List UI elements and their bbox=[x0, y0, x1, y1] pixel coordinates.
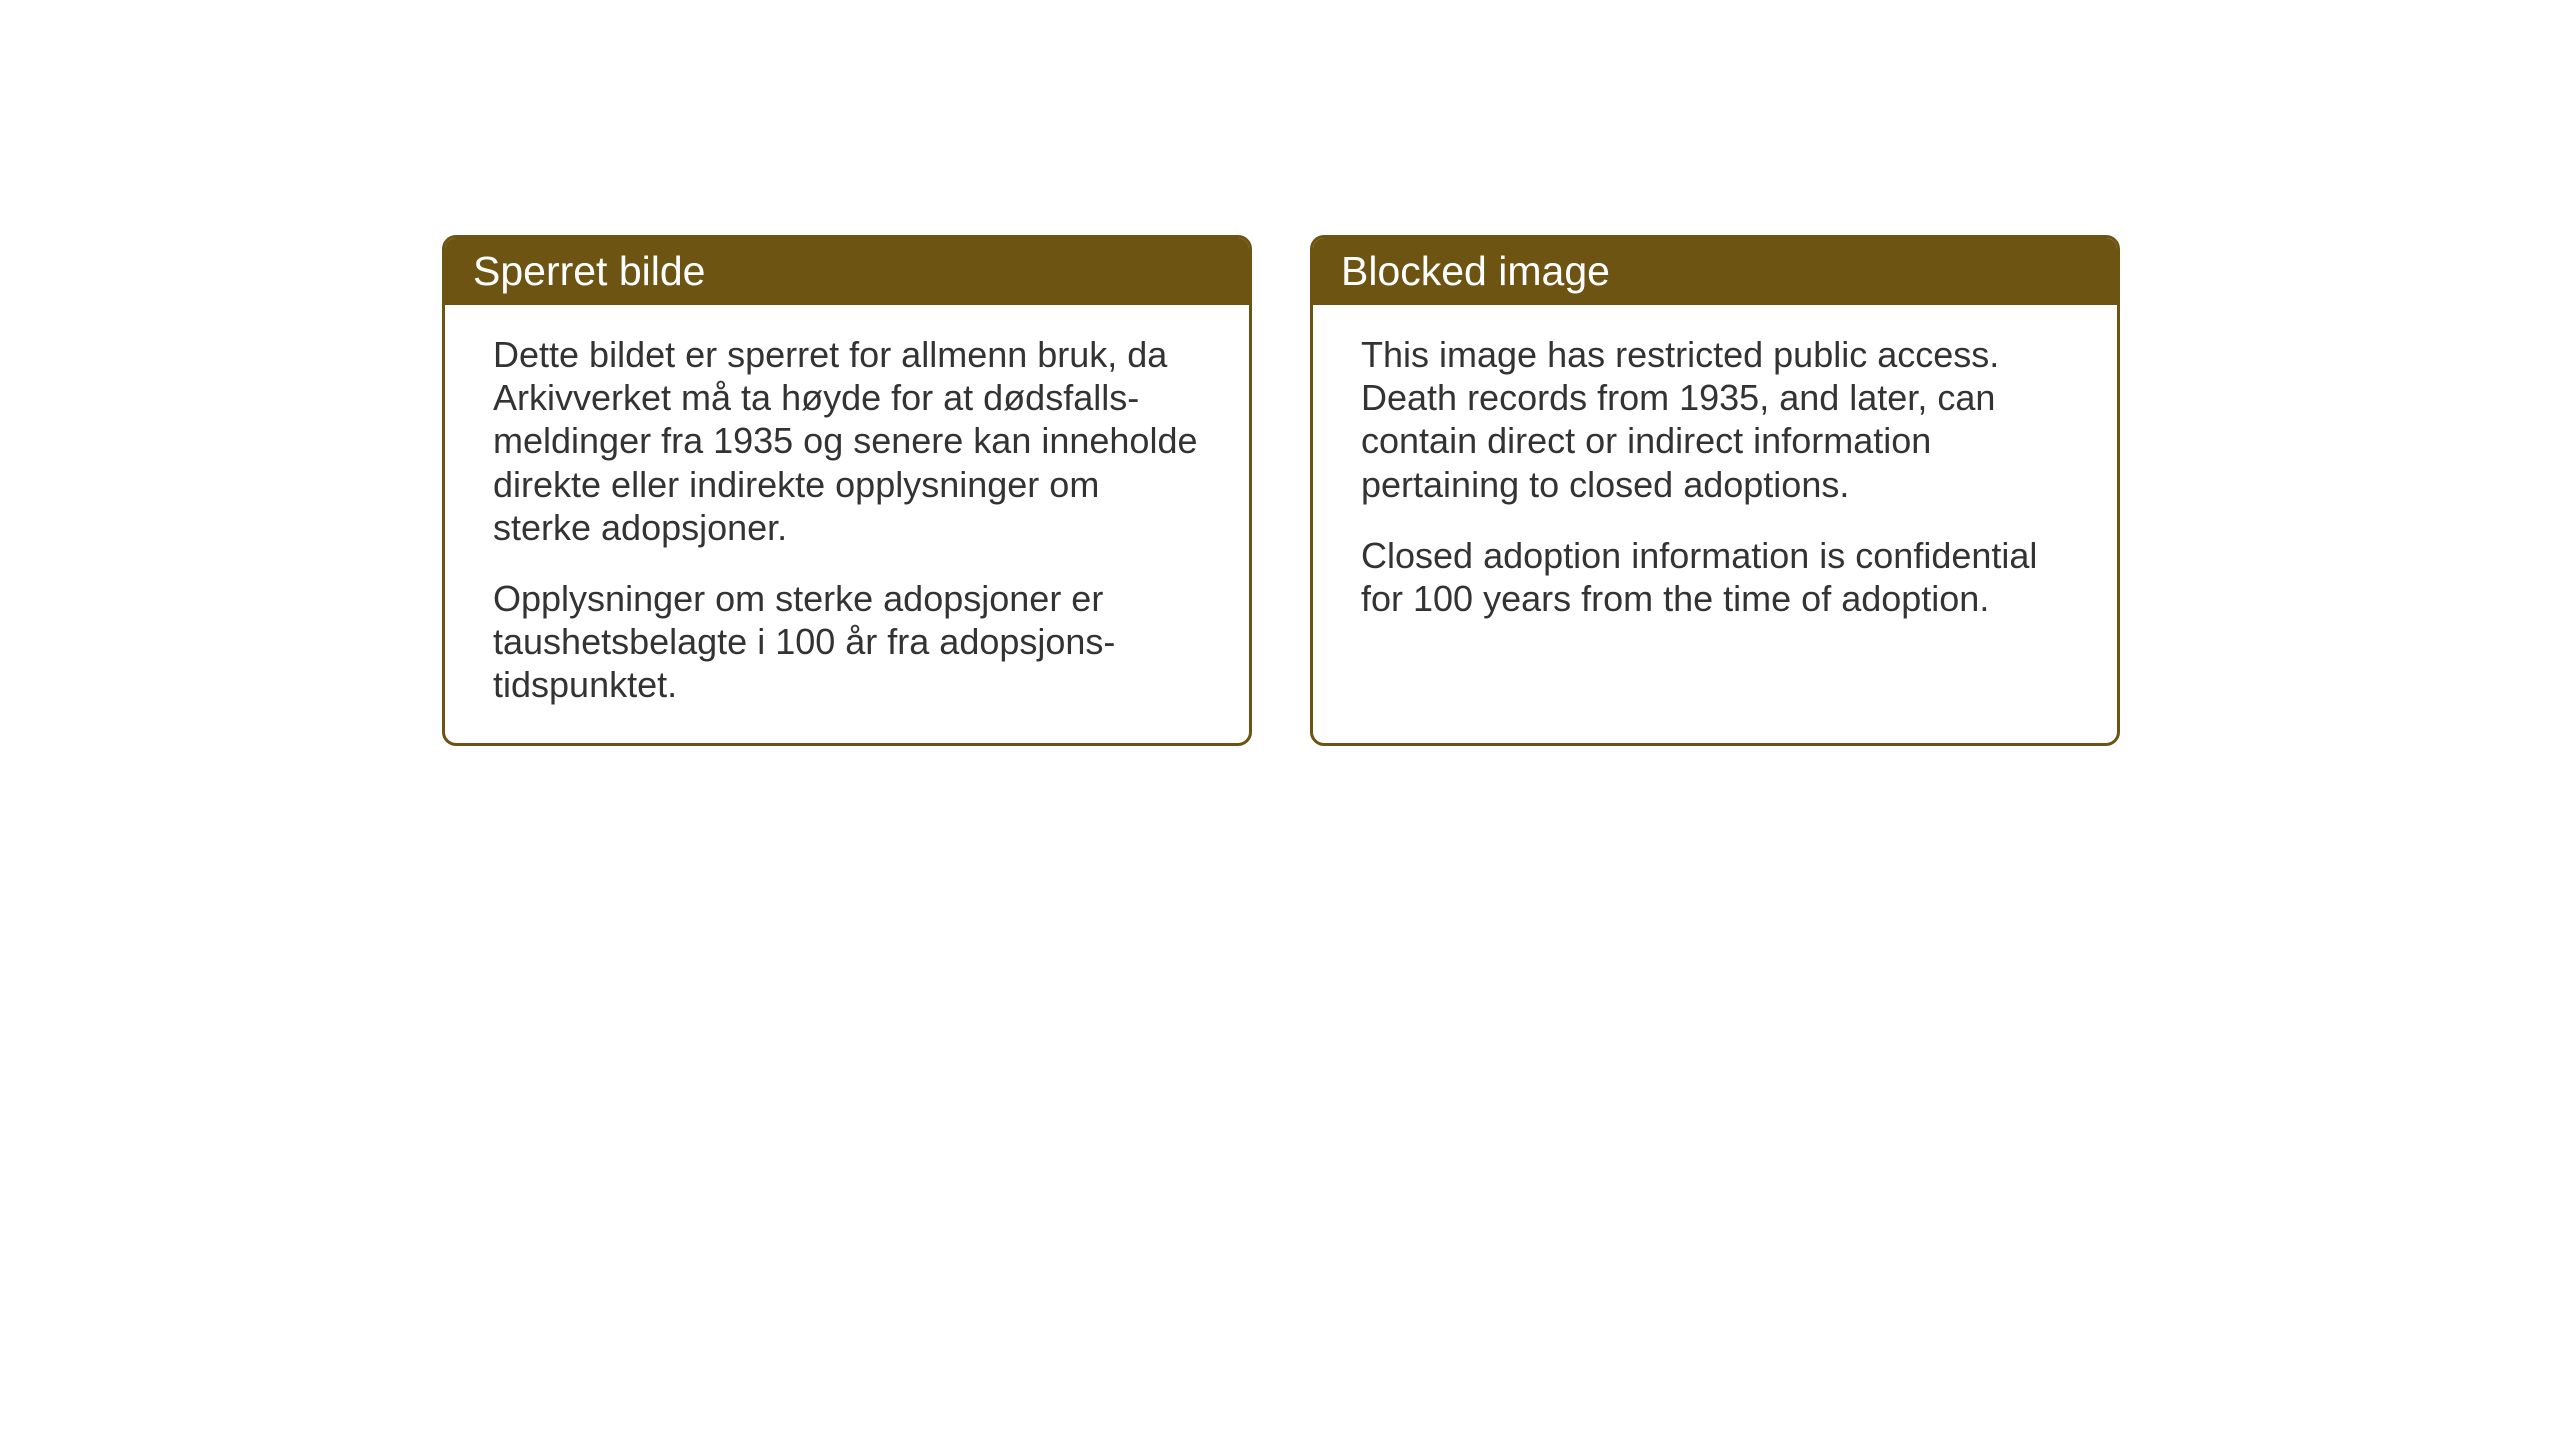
cards-container: Sperret bilde Dette bildet er sperret fo… bbox=[442, 235, 2120, 746]
norwegian-paragraph-1: Dette bildet er sperret for allmenn bruk… bbox=[493, 333, 1201, 549]
norwegian-paragraph-2: Opplysninger om sterke adopsjoner er tau… bbox=[493, 577, 1201, 707]
norwegian-card: Sperret bilde Dette bildet er sperret fo… bbox=[442, 235, 1252, 746]
english-paragraph-1: This image has restricted public access.… bbox=[1361, 333, 2069, 506]
norwegian-card-title: Sperret bilde bbox=[445, 238, 1249, 305]
norwegian-card-body: Dette bildet er sperret for allmenn bruk… bbox=[445, 305, 1249, 743]
english-card: Blocked image This image has restricted … bbox=[1310, 235, 2120, 746]
english-card-title: Blocked image bbox=[1313, 238, 2117, 305]
english-paragraph-2: Closed adoption information is confident… bbox=[1361, 534, 2069, 620]
english-card-body: This image has restricted public access.… bbox=[1313, 305, 2117, 656]
